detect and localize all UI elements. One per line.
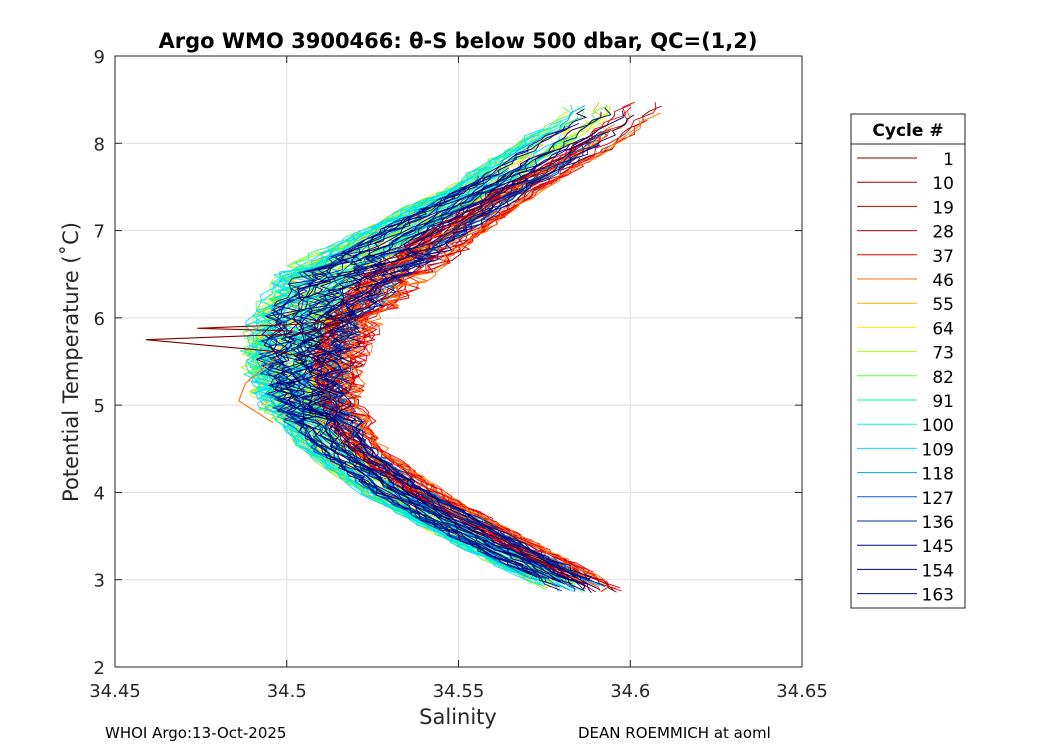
profile-line	[323, 114, 635, 580]
profile-line	[342, 119, 641, 581]
outlier-profile-line	[145, 315, 363, 358]
legend-label: 154	[922, 561, 954, 581]
legend-label: 100	[922, 416, 954, 436]
legend-label: 55	[932, 295, 954, 315]
footer-credit-right: DEAN ROEMMICH at aoml	[578, 724, 771, 742]
x-tick-label: 34.65	[776, 681, 828, 702]
y-tick-label: 3	[94, 571, 105, 592]
profile-line	[296, 179, 586, 590]
profile-line	[284, 174, 561, 582]
legend: Cycle # 1 10 19 28 37 46 55 64 73 82 91 100 109 118 12…	[850, 113, 966, 609]
profile-line	[280, 158, 566, 585]
x-tick-label: 34.45	[89, 681, 141, 702]
y-tick-label: 7	[94, 222, 105, 243]
legend-label: 136	[922, 513, 954, 533]
y-axis-ticks: 2 3 4 5 6 7 8 9	[94, 47, 802, 679]
footer-credit-left: WHOI Argo:13-Oct-2025	[105, 724, 287, 742]
legend-label: 28	[932, 223, 954, 243]
legend-label: 163	[922, 586, 954, 606]
x-tick-label: 34.6	[610, 681, 650, 702]
legend-label: 118	[922, 465, 954, 485]
legend-label: 91	[932, 392, 954, 412]
outlier-profile-line	[197, 315, 349, 332]
profile-line	[272, 177, 555, 581]
legend-label: 127	[922, 489, 954, 509]
profile-line	[295, 165, 580, 586]
profile-line	[255, 184, 533, 574]
y-tick-label: 8	[94, 134, 105, 155]
x-axis-ticks: 34.45 34.5 34.55 34.6 34.65	[89, 56, 828, 702]
legend-label: 19	[932, 198, 954, 218]
y-axis-label: Potential Temperature (˚C)	[59, 222, 83, 502]
legend-label: 64	[932, 319, 954, 339]
x-axis-label: Salinity	[419, 705, 497, 729]
y-tick-label: 2	[94, 658, 105, 679]
profile-line	[244, 147, 538, 581]
legend-label: 46	[932, 271, 954, 291]
profile-line	[268, 122, 580, 580]
profile-line	[250, 104, 574, 587]
profile-line	[243, 128, 543, 580]
legend-label: 1	[943, 150, 954, 170]
legend-label: 82	[932, 368, 954, 388]
y-tick-label: 4	[94, 483, 105, 504]
profile-line	[315, 190, 600, 591]
grid-lines	[115, 56, 802, 667]
y-tick-label: 6	[94, 309, 105, 330]
chart-title: Argo WMO 3900466: θ-S below 500 dbar, QC…	[159, 29, 758, 53]
profile-line	[310, 110, 624, 579]
y-tick-label: 5	[94, 396, 105, 417]
legend-title: Cycle #	[872, 121, 943, 141]
x-tick-label: 34.55	[433, 681, 485, 702]
profile-line	[302, 137, 585, 580]
outlier-profile-line	[238, 356, 277, 424]
legend-label: 10	[932, 174, 954, 194]
profile-lines	[145, 101, 662, 594]
legend-box	[850, 113, 966, 609]
legend-label: 37	[932, 247, 954, 267]
profile-line	[325, 157, 581, 572]
profile-line	[319, 155, 606, 588]
legend-entries: 1 10 19 28 37 46 55 64 73 82 91 100 109 118 127 136 145 1…	[857, 150, 954, 606]
legend-label: 145	[922, 537, 954, 557]
profile-line	[328, 177, 592, 582]
profile-line	[305, 168, 587, 587]
y-tick-label: 9	[94, 47, 105, 68]
legend-label: 73	[932, 344, 954, 364]
x-tick-label: 34.5	[267, 681, 307, 702]
profile-line	[339, 112, 661, 578]
legend-label: 109	[922, 440, 954, 460]
